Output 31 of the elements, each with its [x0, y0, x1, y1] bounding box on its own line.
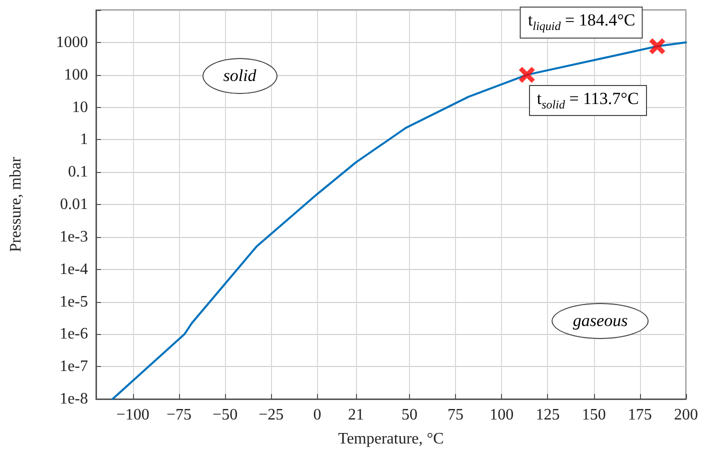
- x-axis-title: Temperature, °C: [338, 430, 444, 448]
- y-tick-label: 0.01: [60, 196, 88, 213]
- x-tick-label: 150: [582, 406, 606, 424]
- y-tick-label: 1e-5: [60, 293, 88, 310]
- annotation: t$_{liquid}$ = 184.4°C: [520, 6, 644, 38]
- x-tick-label: −50: [212, 406, 238, 424]
- x-tick-label: 200: [674, 406, 698, 424]
- y-tick-label: 1e-7: [60, 358, 88, 376]
- x-tick-label: 100: [490, 406, 514, 424]
- x-tick-label: 21: [348, 406, 364, 424]
- x-tick-label: 50: [401, 406, 418, 424]
- x-tick-label: 0: [313, 406, 322, 424]
- y-tick-label: 1000: [56, 34, 88, 51]
- y-tick-label: 100: [64, 66, 88, 84]
- x-tick-label: −25: [258, 406, 284, 424]
- y-tick-label: 0.1: [68, 164, 88, 181]
- annotation: gaseous: [552, 303, 649, 340]
- y-tick-label: 1e-8: [60, 390, 88, 408]
- y-tick-label: 1e-3: [60, 228, 88, 246]
- x-tick-label: 75: [448, 406, 464, 424]
- y-tick-label: 1e-4: [60, 260, 88, 278]
- y-tick-label: 1e-6: [60, 326, 88, 343]
- y-tick-label: 10: [72, 98, 88, 116]
- x-tick-label: −100: [116, 406, 150, 424]
- x-tick-label: −75: [166, 406, 192, 424]
- annotation: solid: [202, 58, 278, 94]
- y-axis-title: Pressure, mbar: [8, 156, 24, 252]
- x-tick-label: 125: [536, 406, 560, 424]
- x-tick-label: 175: [628, 406, 652, 424]
- annotation: t$_{solid}$ = 113.7°C: [528, 84, 647, 116]
- y-tick-label: 1: [80, 131, 88, 148]
